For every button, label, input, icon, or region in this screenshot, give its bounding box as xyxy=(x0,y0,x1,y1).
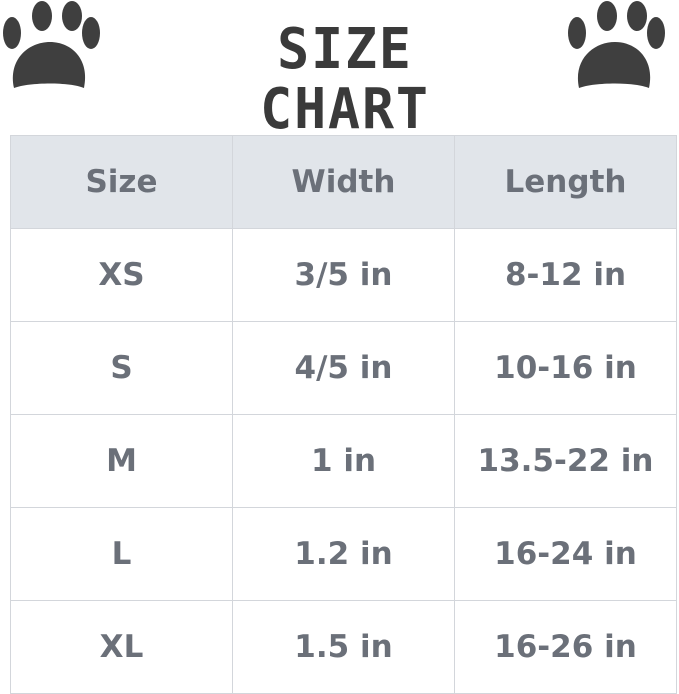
cell-size: XS xyxy=(10,228,233,322)
paw-print-icon xyxy=(0,0,100,95)
header-size: Size xyxy=(10,135,233,229)
cell-size: M xyxy=(10,414,233,508)
header-width: Width xyxy=(232,135,455,229)
cell-length: 10-16 in xyxy=(454,321,677,415)
cell-width: 1.2 in xyxy=(232,507,455,601)
table-row: XS 3/5 in 8-12 in xyxy=(10,228,677,322)
cell-length: 16-26 in xyxy=(454,600,677,694)
cell-size: XL xyxy=(10,600,233,694)
table-row: M 1 in 13.5-22 in xyxy=(10,414,677,508)
cell-width: 3/5 in xyxy=(232,228,455,322)
cell-width: 4/5 in xyxy=(232,321,455,415)
paw-print-icon xyxy=(565,0,665,95)
cell-length: 8-12 in xyxy=(454,228,677,322)
table-row: S 4/5 in 10-16 in xyxy=(10,321,677,415)
size-chart-table: Size Width Length XS 3/5 in 8-12 in S 4/… xyxy=(10,135,677,694)
cell-size: S xyxy=(10,321,233,415)
cell-width: 1 in xyxy=(232,414,455,508)
header-length: Length xyxy=(454,135,677,229)
cell-length: 13.5-22 in xyxy=(454,414,677,508)
cell-size: L xyxy=(10,507,233,601)
table-row: XL 1.5 in 16-26 in xyxy=(10,600,677,694)
table-header-row: Size Width Length xyxy=(10,135,677,229)
page-title: SIZE CHART xyxy=(260,17,430,142)
table-row: L 1.2 in 16-24 in xyxy=(10,507,677,601)
cell-length: 16-24 in xyxy=(454,507,677,601)
cell-width: 1.5 in xyxy=(232,600,455,694)
